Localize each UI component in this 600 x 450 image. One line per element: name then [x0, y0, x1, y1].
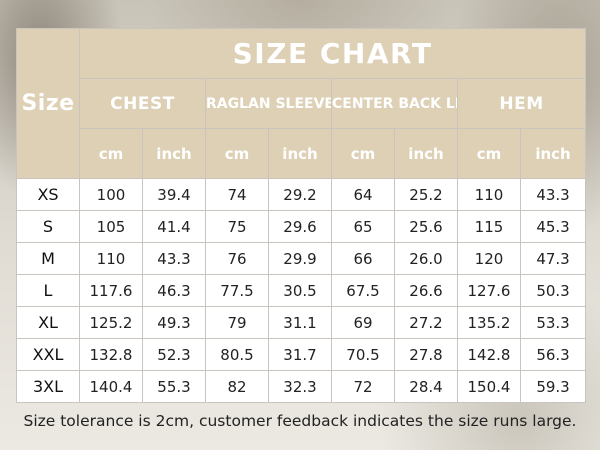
measurement-cell: 41.4 [142, 210, 206, 243]
size-label-cell: XXL [16, 338, 80, 371]
measurement-cell: 66 [331, 242, 395, 275]
measurement-cell: 32.3 [268, 370, 332, 403]
measurement-cell: 65 [331, 210, 395, 243]
measurement-cell: 27.2 [394, 306, 458, 339]
measurement-cell: 29.9 [268, 242, 332, 275]
measurement-cell: 50.3 [519, 274, 587, 307]
size-tolerance-note: Size tolerance is 2cm, customer feedback… [23, 412, 577, 430]
measurement-cell: 27.8 [394, 338, 458, 371]
measurement-cell: 125.2 [79, 306, 143, 339]
measurement-cell: 75 [205, 210, 269, 243]
measurement-cell: 80.5 [205, 338, 269, 371]
measurement-cell: 110 [457, 178, 521, 211]
size-label-cell: L [16, 274, 80, 307]
unit-header: cm [331, 128, 395, 179]
measurement-cell: 29.6 [268, 210, 332, 243]
measurement-cell: 31.1 [268, 306, 332, 339]
measurement-cell: 105 [79, 210, 143, 243]
measurement-cell: 79 [205, 306, 269, 339]
measurement-cell: 82 [205, 370, 269, 403]
measurement-cell: 53.3 [519, 306, 587, 339]
measurement-cell: 26.6 [394, 274, 458, 307]
size-label-cell: 3XL [16, 370, 80, 403]
unit-header: inch [394, 128, 458, 179]
table-row: L 117.6 46.3 77.5 30.5 67.5 26.6 127.6 50.3 [16, 274, 587, 307]
table-row: 3XL 140.4 55.3 82 32.3 72 28.4 150.4 59.3 [16, 370, 587, 403]
measurement-cell: 30.5 [268, 274, 332, 307]
measurement-cell: 69 [331, 306, 395, 339]
size-label-cell: S [16, 210, 80, 243]
table-row: XS 100 39.4 74 29.2 64 25.2 110 43.3 [16, 178, 587, 211]
group-header-hem: HEM [456, 78, 587, 129]
table-row: S 105 41.4 75 29.6 65 25.6 115 45.3 [16, 210, 587, 243]
unit-header: cm [457, 128, 521, 179]
measurement-cell: 28.4 [394, 370, 458, 403]
measurement-cell: 142.8 [457, 338, 521, 371]
measurement-cell: 120 [457, 242, 521, 275]
measurement-cell: 67.5 [331, 274, 395, 307]
measurement-cell: 43.3 [519, 178, 587, 211]
group-header-center-back-length: CENTER BACK LENGTH [331, 78, 458, 129]
measurement-cell: 115 [457, 210, 521, 243]
unit-header: inch [142, 128, 206, 179]
measurement-cell: 56.3 [519, 338, 587, 371]
size-label-cell: XS [16, 178, 80, 211]
measurement-cell: 72 [331, 370, 395, 403]
measurement-cell: 135.2 [457, 306, 521, 339]
table-row: XXL 132.8 52.3 80.5 31.7 70.5 27.8 142.8 56.3 [16, 338, 587, 371]
measurement-cell: 43.3 [142, 242, 206, 275]
measurement-cell: 49.3 [142, 306, 206, 339]
measurement-cell: 52.3 [142, 338, 206, 371]
measurement-cell: 140.4 [79, 370, 143, 403]
measurement-cell: 26.0 [394, 242, 458, 275]
size-column-header: Size [16, 28, 80, 179]
measurement-cell: 46.3 [142, 274, 206, 307]
measurement-cell: 47.3 [519, 242, 587, 275]
table-row: M 110 43.3 76 29.9 66 26.0 120 47.3 [16, 242, 587, 275]
measurement-cell: 45.3 [519, 210, 587, 243]
unit-row: cm inch cm inch cm inch cm inch [17, 128, 587, 179]
measurement-cell: 110 [79, 242, 143, 275]
measurement-cell: 25.6 [394, 210, 458, 243]
unit-header: inch [519, 128, 587, 179]
unit-header: cm [79, 128, 143, 179]
measurement-cell: 127.6 [457, 274, 521, 307]
measurement-cell: 39.4 [142, 178, 206, 211]
measurement-cell: 31.7 [268, 338, 332, 371]
unit-header: inch [268, 128, 332, 179]
size-label-cell: M [16, 242, 80, 275]
measurement-cell: 74 [205, 178, 269, 211]
unit-header: cm [205, 128, 269, 179]
measurement-cell: 117.6 [79, 274, 143, 307]
measurement-cell: 55.3 [142, 370, 206, 403]
size-label-cell: XL [16, 306, 80, 339]
group-header-chest: CHEST [79, 78, 206, 129]
measurement-cell: 70.5 [331, 338, 395, 371]
group-header-raglan-sleeve-length: RAGLAN SLEEVE LENGTH [205, 78, 332, 129]
size-chart-table: Size SIZE CHART CHEST RAGLAN SLEEVE LENG… [16, 28, 587, 403]
measurement-cell: 64 [331, 178, 395, 211]
table-row: XL 125.2 49.3 79 31.1 69 27.2 135.2 53.3 [16, 306, 587, 339]
measurement-cell: 150.4 [457, 370, 521, 403]
measurement-cell: 25.2 [394, 178, 458, 211]
measurement-cell: 132.8 [79, 338, 143, 371]
chart-title: SIZE CHART [78, 28, 587, 79]
measurement-cell: 59.3 [519, 370, 587, 403]
measurement-cell: 100 [79, 178, 143, 211]
measurement-cell: 76 [205, 242, 269, 275]
measurement-cell: 77.5 [205, 274, 269, 307]
measurement-cell: 29.2 [268, 178, 332, 211]
